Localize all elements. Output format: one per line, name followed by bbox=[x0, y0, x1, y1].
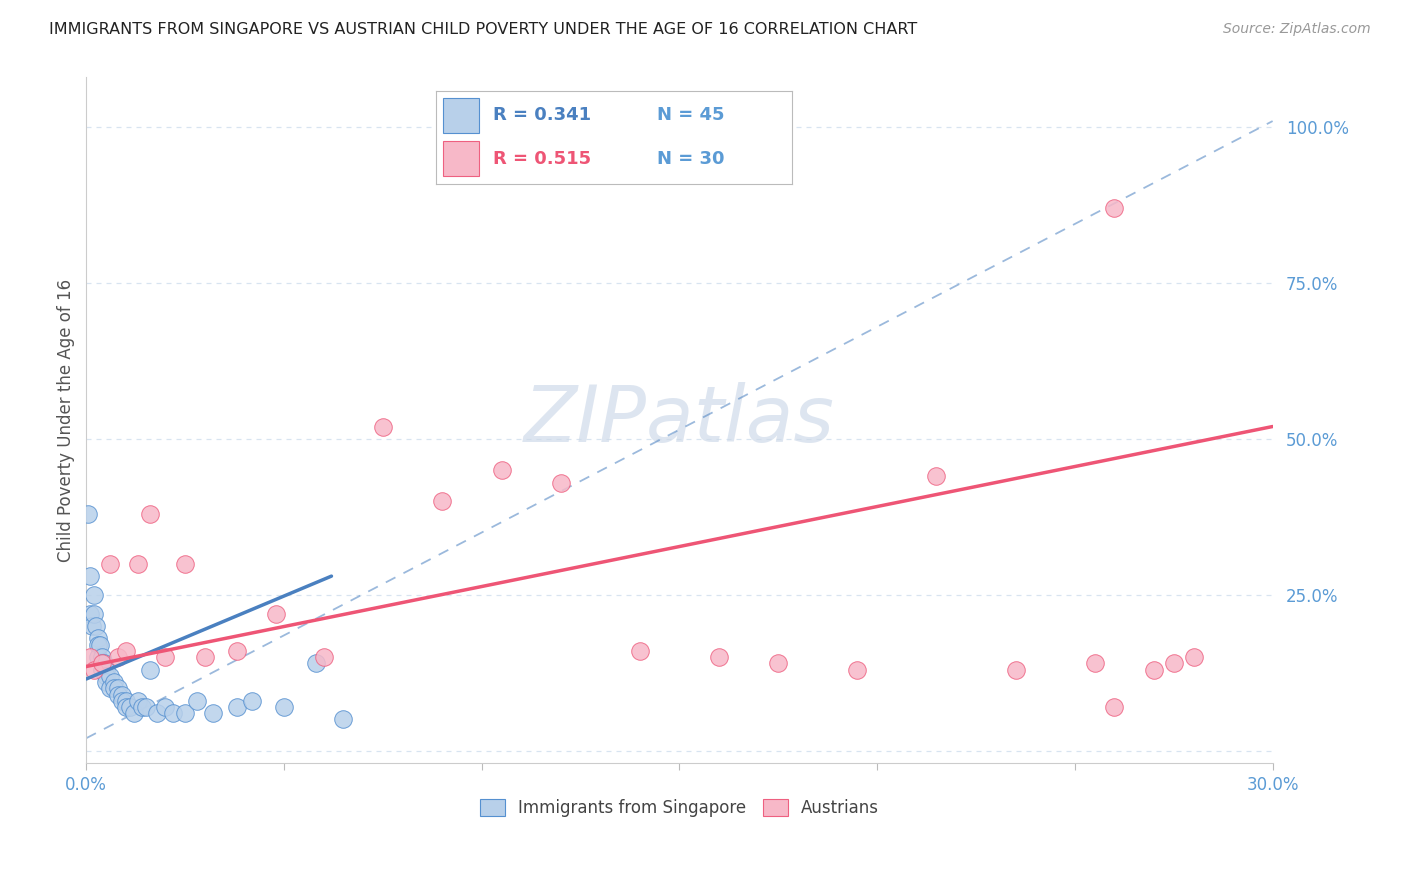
Point bbox=[79, 650, 101, 665]
Point bbox=[432, 494, 454, 508]
Point bbox=[1104, 202, 1126, 216]
Point bbox=[174, 706, 197, 721]
Point bbox=[305, 657, 328, 671]
Text: IMMIGRANTS FROM SINGAPORE VS AUSTRIAN CHILD POVERTY UNDER THE AGE OF 16 CORRELAT: IMMIGRANTS FROM SINGAPORE VS AUSTRIAN CH… bbox=[49, 22, 918, 37]
Y-axis label: Child Poverty Under the Age of 16: Child Poverty Under the Age of 16 bbox=[58, 278, 75, 562]
Point bbox=[83, 607, 105, 621]
Point bbox=[273, 700, 295, 714]
Point bbox=[1084, 657, 1107, 671]
Point bbox=[242, 694, 264, 708]
Point bbox=[114, 700, 136, 714]
Point bbox=[371, 419, 394, 434]
Point bbox=[84, 619, 107, 633]
Point bbox=[127, 557, 149, 571]
Point bbox=[264, 607, 287, 621]
Point bbox=[103, 675, 125, 690]
Point bbox=[98, 681, 121, 696]
Point bbox=[707, 650, 730, 665]
Point bbox=[107, 681, 129, 696]
Point bbox=[491, 463, 513, 477]
Point bbox=[186, 694, 208, 708]
Point bbox=[1182, 650, 1205, 665]
Point bbox=[77, 507, 100, 521]
Point bbox=[89, 638, 111, 652]
Point bbox=[94, 669, 117, 683]
Point bbox=[79, 607, 101, 621]
Point bbox=[91, 657, 114, 671]
Point bbox=[1143, 663, 1166, 677]
Point bbox=[87, 650, 110, 665]
Point bbox=[1104, 700, 1126, 714]
Point bbox=[98, 557, 121, 571]
Point bbox=[83, 663, 105, 677]
Point bbox=[628, 644, 651, 658]
Text: ZIPatlas: ZIPatlas bbox=[524, 383, 835, 458]
Point bbox=[111, 694, 134, 708]
Point bbox=[107, 688, 129, 702]
Point bbox=[925, 469, 948, 483]
Point bbox=[846, 663, 869, 677]
Point bbox=[135, 700, 157, 714]
Point bbox=[98, 669, 121, 683]
Point bbox=[83, 588, 105, 602]
Point bbox=[91, 650, 114, 665]
Point bbox=[107, 650, 129, 665]
Point bbox=[87, 632, 110, 646]
Text: Source: ZipAtlas.com: Source: ZipAtlas.com bbox=[1223, 22, 1371, 37]
Point bbox=[225, 644, 247, 658]
Point bbox=[194, 650, 217, 665]
Point bbox=[94, 663, 117, 677]
Point bbox=[155, 700, 177, 714]
Point bbox=[87, 638, 110, 652]
Point bbox=[201, 706, 224, 721]
Legend: Immigrants from Singapore, Austrians: Immigrants from Singapore, Austrians bbox=[472, 792, 886, 823]
Point bbox=[114, 694, 136, 708]
Point bbox=[312, 650, 335, 665]
Point bbox=[225, 700, 247, 714]
Point bbox=[146, 706, 169, 721]
Point bbox=[122, 706, 145, 721]
Point bbox=[91, 657, 114, 671]
Point bbox=[127, 694, 149, 708]
Point bbox=[111, 688, 134, 702]
Point bbox=[768, 657, 790, 671]
Point bbox=[1163, 657, 1185, 671]
Point bbox=[93, 657, 115, 671]
Point bbox=[94, 675, 117, 690]
Point bbox=[332, 713, 354, 727]
Point bbox=[79, 569, 101, 583]
Point bbox=[82, 619, 104, 633]
Point bbox=[174, 557, 197, 571]
Point bbox=[1004, 663, 1026, 677]
Point bbox=[155, 650, 177, 665]
Point bbox=[103, 681, 125, 696]
Point bbox=[91, 663, 114, 677]
Point bbox=[138, 507, 160, 521]
Point bbox=[118, 700, 141, 714]
Point bbox=[114, 644, 136, 658]
Point bbox=[131, 700, 153, 714]
Point bbox=[138, 663, 160, 677]
Point bbox=[550, 475, 572, 490]
Point bbox=[162, 706, 184, 721]
